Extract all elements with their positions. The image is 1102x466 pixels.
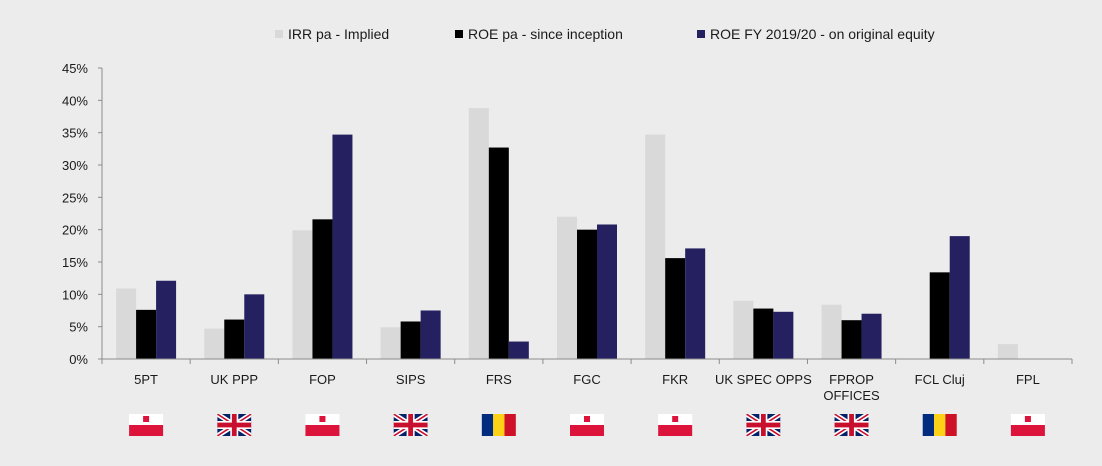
x-tick-label: FPROP OFFICES xyxy=(823,372,880,403)
bar-frs-series-2 xyxy=(488,147,509,359)
x-tick-label: 5PT xyxy=(134,372,158,387)
y-tick-label: 35% xyxy=(62,126,88,141)
poland-flag-icon xyxy=(129,414,164,436)
bar-fop-series-2 xyxy=(312,219,333,359)
bar-frs-series-1 xyxy=(468,108,489,360)
flag-emblem xyxy=(143,416,150,422)
flag-stripe xyxy=(481,414,494,436)
bar-fkr-series-1 xyxy=(645,134,666,359)
bar-fprop-offices-series-3 xyxy=(861,313,882,359)
bar-frs-series-3 xyxy=(508,341,529,359)
x-tick-label-line: OFFICES xyxy=(823,388,880,403)
flag-stripe xyxy=(570,425,604,436)
bar-sips-series-2 xyxy=(400,321,421,359)
flag-stripe xyxy=(129,425,164,436)
poland-flag-icon xyxy=(658,414,693,436)
bar-fkr-series-3 xyxy=(685,248,706,359)
bar-uk-ppp-series-3 xyxy=(244,294,265,359)
bar-fgc-series-1 xyxy=(557,216,577,359)
y-tick-label: 30% xyxy=(62,158,88,173)
y-tick-label: 25% xyxy=(62,190,88,205)
uk-flag-icon xyxy=(746,414,781,436)
bar-fcl-cluj-series-3 xyxy=(949,236,970,359)
bar-fkr-series-2 xyxy=(665,258,686,359)
x-tick-label: FOP xyxy=(309,372,336,387)
legend-swatch-3 xyxy=(697,30,705,38)
x-tick-label-line: FPROP xyxy=(829,372,874,387)
x-axis: 5PT UK PPP FOP SIPS FRS FGC FKR UK SPEC OPPS FPR… xyxy=(101,358,1073,403)
bar-sips-series-3 xyxy=(420,310,441,359)
bar-fcl-cluj-series-2 xyxy=(929,272,950,359)
bar-uk-ppp-series-1 xyxy=(204,328,225,359)
flag-stripe xyxy=(504,414,516,436)
flag-emblem xyxy=(584,416,590,422)
legend-label-3: ROE FY 2019/20 - on original equity xyxy=(710,26,935,42)
flag-stripe xyxy=(945,414,957,436)
romania-flag-icon xyxy=(922,414,957,436)
bar-fop-series-3 xyxy=(332,134,353,359)
poland-flag-icon xyxy=(570,414,604,436)
flag-stripe xyxy=(305,425,340,436)
legend-swatch-1 xyxy=(275,30,283,38)
flag-stripe xyxy=(1010,425,1045,436)
bar-fgc-series-2 xyxy=(577,229,597,359)
x-tick-label: FKR xyxy=(662,372,688,387)
bar-fprop-offices-series-2 xyxy=(841,320,862,359)
flag-stripe xyxy=(658,425,693,436)
bar-uk-spec-opps-series-1 xyxy=(733,300,754,359)
bar-5pt-series-2 xyxy=(136,309,157,359)
bar-fpl-series-1 xyxy=(997,344,1018,359)
flag-emblem xyxy=(672,416,679,422)
legend-label-1: IRR pa - Implied xyxy=(288,26,389,42)
flag-cross-red xyxy=(408,414,414,436)
romania-flag-icon xyxy=(481,414,516,436)
uk-flag-icon xyxy=(217,414,252,436)
flag-stripe xyxy=(922,414,935,436)
flag-emblem xyxy=(1024,416,1031,422)
x-tick-label: FCL Cluj xyxy=(915,372,965,387)
legend-swatch-2 xyxy=(455,30,463,38)
y-axis: 0% 5% 10% 15% 20% 25% 30% 35% 40% 45% xyxy=(62,61,103,367)
flag-cross-red xyxy=(231,414,237,436)
bar-fprop-offices-series-1 xyxy=(821,304,842,359)
y-tick-label: 5% xyxy=(69,320,88,335)
bar-uk-ppp-series-2 xyxy=(224,319,245,359)
bar-sips-series-1 xyxy=(380,327,401,359)
x-tick-label: UK PPP xyxy=(210,372,258,387)
y-tick-label: 0% xyxy=(69,352,88,367)
legend-label-2: ROE pa - since inception xyxy=(468,26,623,42)
flag-cross-red xyxy=(760,414,766,436)
x-tick-label: FGC xyxy=(573,372,600,387)
bar-fgc-series-3 xyxy=(597,224,617,359)
x-tick-label: FPL xyxy=(1016,372,1040,387)
flag-stripe xyxy=(493,414,505,436)
flag-cross-red xyxy=(849,414,854,436)
bar-5pt-series-1 xyxy=(116,288,137,359)
bar-uk-spec-opps-series-3 xyxy=(773,311,794,359)
flag-stripe xyxy=(934,414,946,436)
x-tick-label: SIPS xyxy=(396,372,426,387)
y-tick-label: 15% xyxy=(62,255,88,270)
bars xyxy=(116,108,1018,360)
flag-emblem xyxy=(319,416,326,422)
x-tick-label: FRS xyxy=(486,372,512,387)
legend: IRR pa - Implied ROE pa - since inception… xyxy=(275,26,935,42)
bar-uk-spec-opps-series-2 xyxy=(753,308,774,359)
x-tick-label: UK SPEC OPPS xyxy=(715,372,812,387)
poland-flag-icon xyxy=(305,414,340,436)
uk-flag-icon xyxy=(393,414,428,436)
y-tick-label: 45% xyxy=(62,61,88,76)
bar-fop-series-1 xyxy=(292,230,313,359)
y-tick-label: 10% xyxy=(62,287,88,302)
y-tick-label: 20% xyxy=(62,223,88,238)
uk-flag-icon xyxy=(834,414,869,436)
bar-5pt-series-3 xyxy=(156,280,177,359)
y-tick-label: 40% xyxy=(62,93,88,108)
flags xyxy=(129,414,1045,436)
poland-flag-icon xyxy=(1010,414,1045,436)
